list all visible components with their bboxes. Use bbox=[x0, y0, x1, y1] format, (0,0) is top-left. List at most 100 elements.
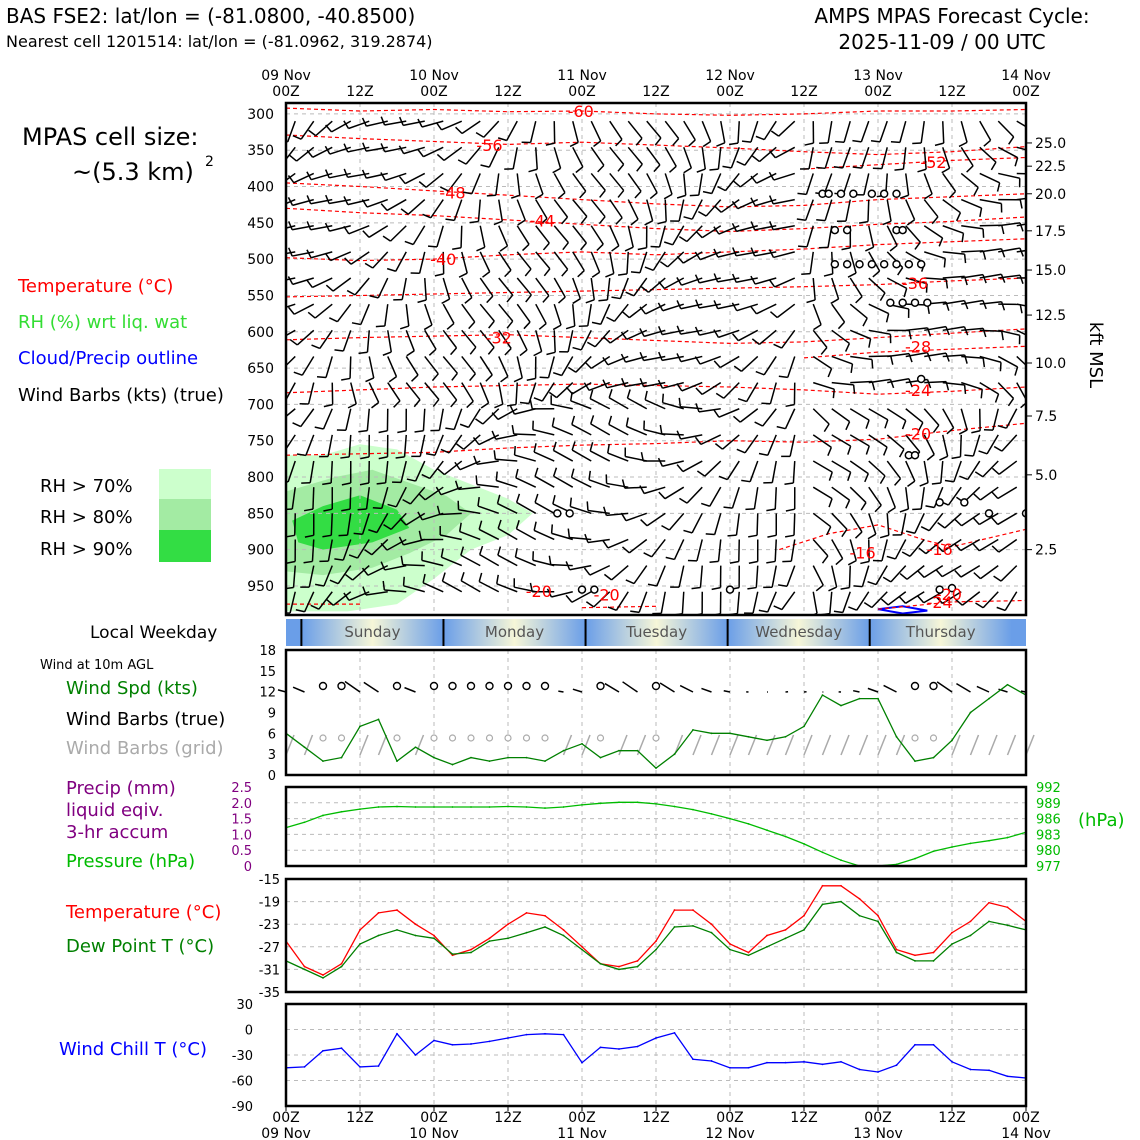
wind-barb-flag bbox=[475, 418, 484, 425]
cloud-outline bbox=[877, 605, 928, 615]
wind-barb-flag bbox=[644, 220, 653, 226]
wind-barb-flag bbox=[963, 384, 967, 395]
windchill-line-point bbox=[414, 1054, 417, 1056]
temperature-line-point bbox=[340, 962, 343, 965]
wind-barb-flag bbox=[552, 167, 561, 174]
wind-barb-flag bbox=[732, 247, 737, 257]
wind-barb bbox=[292, 565, 296, 588]
windchill-line-point bbox=[340, 1047, 343, 1050]
temperature-line-point bbox=[766, 934, 768, 937]
wind-barb bbox=[535, 251, 551, 270]
wind-barb-flag bbox=[567, 366, 577, 373]
temperature-line-point bbox=[858, 897, 861, 900]
wind-speed-line-point bbox=[655, 767, 657, 769]
wind-barb bbox=[430, 199, 444, 219]
dewpoint-line-point bbox=[655, 948, 657, 951]
isotherm-line bbox=[286, 383, 1026, 395]
wind-barb-flag bbox=[551, 417, 555, 427]
wind-barb-flag bbox=[676, 300, 682, 310]
wind-barb bbox=[314, 303, 333, 319]
wind-barb bbox=[366, 330, 370, 353]
top-date-label: 12 Nov bbox=[705, 68, 755, 84]
wind-barb-flag bbox=[855, 296, 863, 304]
isotherm-label: -20 bbox=[526, 582, 552, 601]
wind-barb bbox=[387, 330, 393, 353]
pressure-line-point bbox=[951, 846, 953, 848]
wind-barb-flag bbox=[887, 507, 896, 514]
wind-barb bbox=[465, 146, 481, 165]
wind-barb-flag bbox=[413, 399, 421, 408]
wind-barb bbox=[906, 565, 925, 580]
wind-barb-flag bbox=[288, 221, 293, 231]
wind-barb bbox=[868, 513, 877, 535]
wind-barb bbox=[735, 251, 758, 257]
wind-barb bbox=[978, 512, 999, 526]
wind-barb-flag bbox=[303, 560, 313, 564]
isotherm-line bbox=[286, 182, 1026, 208]
wind-barb-flag bbox=[1034, 340, 1036, 349]
wind-barb bbox=[615, 591, 629, 611]
wind-barb-flag bbox=[450, 399, 458, 408]
wind-barb bbox=[806, 225, 814, 248]
wind-barb bbox=[349, 356, 352, 379]
wind-barb bbox=[793, 513, 796, 536]
wind-barb bbox=[488, 146, 500, 168]
wind-barb-flag bbox=[1008, 136, 1015, 145]
wind-speed-line-point bbox=[396, 760, 398, 763]
wind-barb-flag bbox=[380, 143, 386, 153]
wind-barb-flag bbox=[517, 219, 526, 226]
y-tick-label: 0 bbox=[245, 1024, 253, 1039]
wind-barb bbox=[831, 512, 848, 530]
wind-barb bbox=[424, 277, 427, 301]
wind-barb-flag bbox=[694, 251, 701, 261]
wind-barb-flag bbox=[695, 403, 700, 413]
dewpoint-label: Dew Point T (°C) bbox=[66, 936, 214, 957]
wind-barb-flag bbox=[314, 583, 325, 587]
wind-barb-flag bbox=[565, 561, 571, 571]
wind-barb bbox=[289, 591, 296, 614]
wind-speed-line-point bbox=[618, 749, 620, 752]
grid-wind-barb bbox=[414, 734, 425, 756]
wind-barb-flag bbox=[657, 457, 664, 467]
wind-barb-flag bbox=[287, 306, 295, 315]
wind-barb-flag bbox=[983, 139, 992, 147]
height-tick-label: 5.0 bbox=[1035, 468, 1057, 484]
wind-barb bbox=[698, 408, 721, 413]
pressure-line-point bbox=[766, 829, 768, 832]
wind-barb bbox=[516, 329, 528, 351]
wind-barb-flag bbox=[400, 208, 409, 215]
pressure-line-point bbox=[636, 801, 639, 804]
wind-barb-flag bbox=[1007, 398, 1015, 407]
wind-barb bbox=[606, 277, 611, 300]
wind-barb bbox=[478, 580, 500, 593]
wind-barb bbox=[805, 173, 814, 195]
wind-barb bbox=[478, 528, 500, 541]
wind-barb-flag bbox=[378, 430, 388, 434]
wind-barb-flag bbox=[993, 445, 1003, 452]
wind-barb-flag bbox=[879, 475, 886, 484]
wind-barb-flag bbox=[899, 194, 909, 199]
wind-barb-flag bbox=[823, 273, 833, 277]
wind-barb-flag bbox=[441, 298, 450, 305]
wind-barb-flag bbox=[676, 430, 682, 440]
grid-wind-barb bbox=[729, 734, 739, 756]
weekday-band bbox=[727, 619, 870, 646]
wind-barb-flag bbox=[270, 274, 274, 282]
wind-barb bbox=[647, 277, 666, 293]
wind-barb-flag bbox=[964, 454, 974, 457]
surface-wind-barb bbox=[572, 688, 583, 693]
wind-barb bbox=[682, 251, 703, 264]
wind-barb bbox=[292, 251, 314, 257]
wind-barb-flag bbox=[347, 403, 357, 409]
height-axis-title: kft MSL bbox=[1085, 322, 1106, 388]
height-tick-label: 12.5 bbox=[1035, 308, 1066, 324]
wind-barb-flag bbox=[963, 300, 969, 310]
windchill-line-point bbox=[433, 1039, 435, 1042]
isotherm-line bbox=[803, 345, 1026, 359]
calm-wind-circle bbox=[960, 498, 969, 507]
wind-barb bbox=[347, 198, 370, 206]
wind-barb bbox=[395, 486, 407, 508]
wind-barb bbox=[942, 299, 965, 305]
wind-barb bbox=[961, 327, 984, 332]
